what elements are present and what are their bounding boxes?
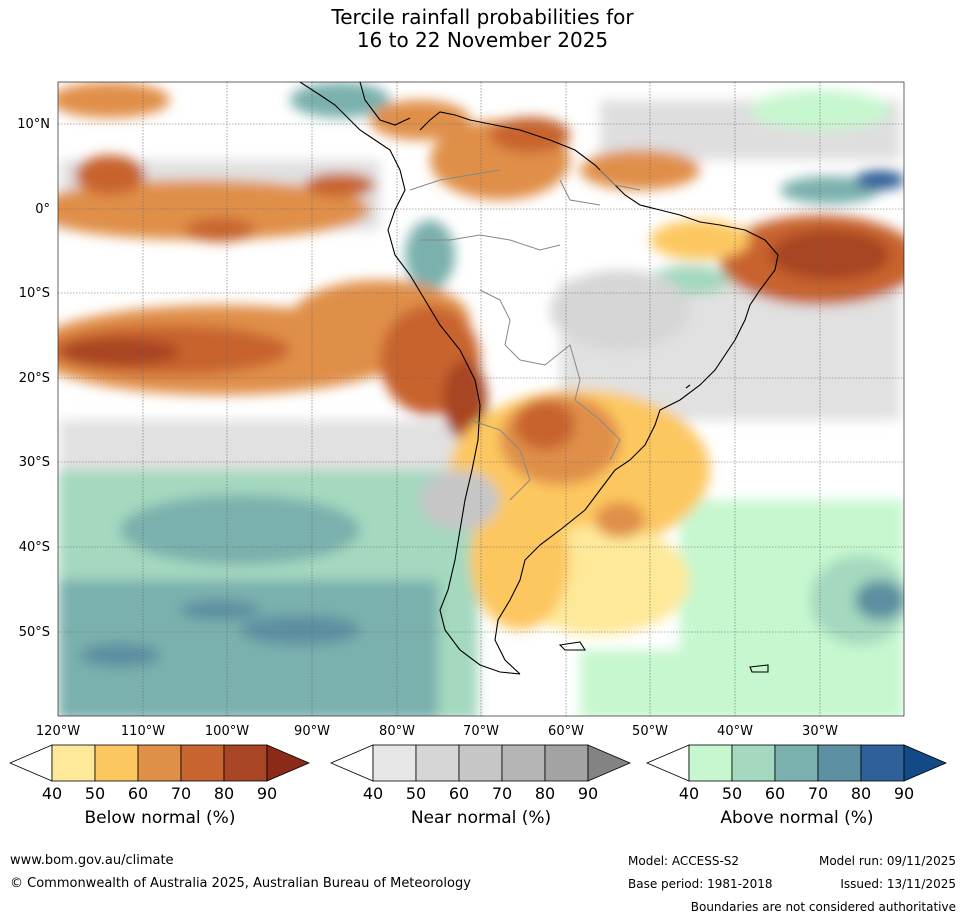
colorbar-segment (544, 744, 589, 782)
above-normal-label: Above normal (%) (720, 808, 874, 828)
colorbar-tick-label: 40 (42, 784, 62, 803)
colorbar-segment (94, 744, 139, 782)
website-link[interactable]: www.bom.gov.au/climate (10, 853, 174, 868)
colorbar-segment (458, 744, 503, 782)
boundaries-disclaimer: Boundaries are not considered authoritat… (690, 900, 956, 914)
lon-label: 50°W (632, 724, 668, 739)
base-period: Base period: 1981-2018 (628, 877, 773, 891)
colorbar-tick-label: 70 (492, 784, 512, 803)
colorbar-extend-low (8, 744, 53, 782)
issued-date: Issued: 13/11/2025 (840, 877, 956, 891)
colorbar-tick-label: 70 (171, 784, 191, 803)
colorbar-tick-label: 70 (808, 784, 828, 803)
colorbar-tick-label: 80 (535, 784, 555, 803)
colorbar-segment (774, 744, 819, 782)
longitude-labels: 120°W 110°W 100°W 90°W 80°W 70°W 60°W 50… (36, 724, 838, 739)
colorbar-extend-high (587, 744, 632, 782)
lon-label: 60°W (548, 724, 584, 739)
map-title-line-1: Tercile rainfall probabilities for (331, 5, 634, 29)
copyright-text: © Commonwealth of Australia 2025, Austra… (10, 876, 471, 891)
lat-label: 10°N (17, 117, 50, 132)
colorbars: 40 50 60 70 80 90 40 50 60 70 80 90 40 50 60 70 80 90 (8, 744, 948, 803)
lat-label: 40°S (19, 540, 50, 555)
lon-label: 40°W (717, 724, 753, 739)
near-normal-label: Near normal (%) (410, 808, 552, 828)
colorbar-segment (415, 744, 460, 782)
lon-label: 80°W (379, 724, 415, 739)
below-normal-label: Below normal (%) (84, 808, 236, 828)
lon-label: 120°W (36, 724, 80, 739)
colorbar: 40 50 60 70 80 90 (329, 744, 632, 803)
colorbar: 40 50 60 70 80 90 (645, 744, 948, 803)
map-frame (57, 81, 905, 717)
country-borders (409, 169, 641, 501)
colorbar-extend-high (266, 744, 311, 782)
colorbar-tick-label: 90 (894, 784, 914, 803)
colorbar-segment (501, 744, 546, 782)
colorbar-segment (223, 744, 268, 782)
colorbar-tick-label: 50 (406, 784, 426, 803)
colorbar-tick-label: 80 (214, 784, 234, 803)
lat-label: 10°S (19, 286, 50, 301)
colorbar-segment (372, 744, 417, 782)
colorbar-extend-high (903, 744, 948, 782)
colorbar-segment (860, 744, 905, 782)
colorbar-segment (51, 744, 96, 782)
colorbar-segment (137, 744, 182, 782)
probability-field (58, 82, 904, 716)
lon-label: 90°W (294, 724, 330, 739)
colorbar-extend-low (645, 744, 690, 782)
colorbar-segment (817, 744, 862, 782)
model-run-date: Model run: 09/11/2025 (818, 854, 956, 868)
colorbar-tick-label: 60 (128, 784, 148, 803)
colorbar-extend-low (329, 744, 374, 782)
lon-label: 30°W (802, 724, 838, 739)
map-title-line-2: 16 to 22 November 2025 (356, 28, 609, 52)
model-name: Model: ACCESS-S2 (628, 854, 740, 868)
lon-label: 70°W (463, 724, 499, 739)
colorbar-tick-label: 50 (85, 784, 105, 803)
colorbar-tick-label: 60 (449, 784, 469, 803)
lat-label: 0° (35, 202, 50, 217)
coastline (299, 82, 779, 675)
colorbar-tick-label: 90 (257, 784, 277, 803)
colorbar-tick-label: 60 (765, 784, 785, 803)
colorbar-tick-label: 80 (851, 784, 871, 803)
colorbar-tick-label: 40 (363, 784, 383, 803)
lat-label: 50°S (19, 625, 50, 640)
colorbar-segment (731, 744, 776, 782)
lat-label: 20°S (19, 371, 50, 386)
colorbar-tick-label: 90 (578, 784, 598, 803)
lat-label: 30°S (19, 455, 50, 470)
colorbar: 40 50 60 70 80 90 (8, 744, 311, 803)
colorbar-segment (180, 744, 225, 782)
map-gridlines (58, 82, 904, 716)
latitude-labels: 10°N 0° 10°S 20°S 30°S 40°S 50°S (17, 117, 50, 640)
colorbar-segment (688, 744, 733, 782)
lon-label: 100°W (205, 724, 249, 739)
lon-label: 110°W (121, 724, 165, 739)
colorbar-tick-label: 40 (679, 784, 699, 803)
colorbar-tick-label: 50 (722, 784, 742, 803)
